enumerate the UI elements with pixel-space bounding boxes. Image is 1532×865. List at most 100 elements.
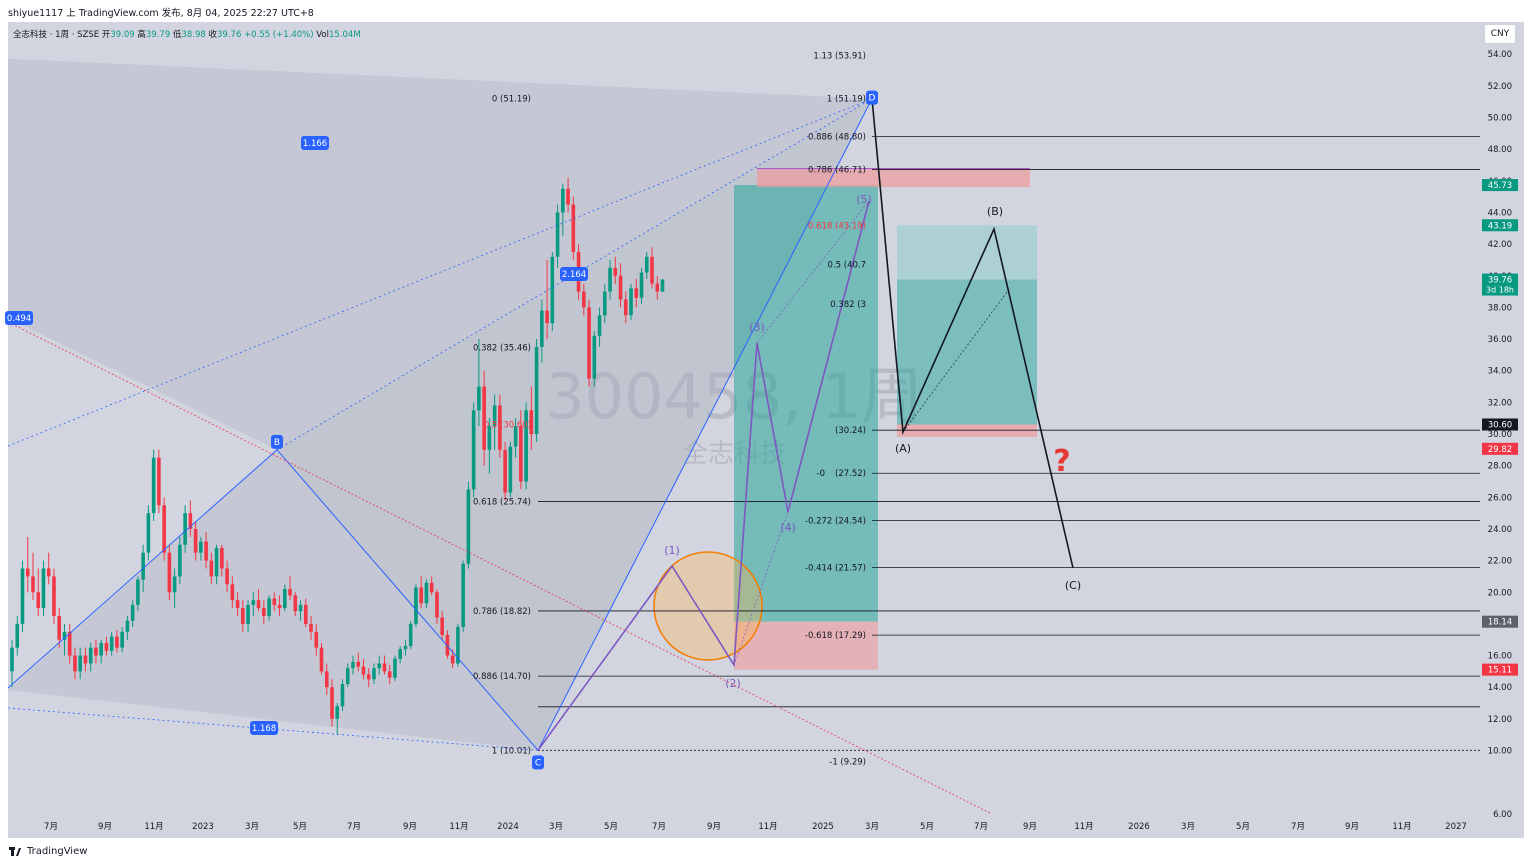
price-axis-badge[interactable] — [1482, 663, 1518, 676]
candle-body[interactable] — [282, 589, 287, 609]
resistance-zone[interactable] — [757, 169, 1030, 188]
candle-body[interactable] — [335, 706, 340, 719]
candle-body[interactable] — [10, 647, 14, 672]
pattern-point-badge-B[interactable] — [271, 434, 283, 449]
tradingview-logo[interactable]: TradingView — [9, 846, 87, 857]
candle-body[interactable] — [440, 617, 444, 635]
candle-body[interactable] — [429, 582, 434, 593]
price-axis-badge[interactable] — [1482, 418, 1518, 431]
candle-body[interactable] — [20, 568, 25, 624]
candle-body[interactable] — [393, 658, 397, 678]
candle-body[interactable] — [660, 279, 665, 292]
candle-body[interactable] — [225, 568, 229, 585]
candle-body[interactable] — [550, 256, 555, 324]
candle-body[interactable] — [31, 576, 35, 593]
candle-body[interactable] — [639, 272, 644, 298]
candle-body[interactable] — [623, 299, 628, 316]
candle-body[interactable] — [324, 671, 329, 688]
candle-body[interactable] — [57, 615, 62, 640]
price-axis-badge[interactable] — [1482, 179, 1518, 192]
candle-body[interactable] — [141, 552, 145, 580]
candle-body[interactable] — [67, 631, 72, 656]
candle-body[interactable] — [445, 634, 450, 656]
candle-body[interactable] — [172, 576, 177, 593]
candle-body[interactable] — [492, 405, 497, 427]
candle-body[interactable] — [167, 552, 172, 593]
harmonic-pattern-legs[interactable] — [7, 98, 873, 752]
candle-body[interactable] — [125, 620, 130, 632]
elliott-wave-path[interactable] — [537, 200, 870, 751]
candle-body[interactable] — [356, 661, 361, 667]
candle-body[interactable] — [99, 642, 103, 656]
candle-body[interactable] — [408, 623, 413, 647]
candle-body[interactable] — [340, 684, 345, 707]
candle-body[interactable] — [366, 674, 371, 680]
candle-body[interactable] — [613, 267, 618, 276]
candle-body[interactable] — [618, 275, 623, 300]
candle-body[interactable] — [267, 598, 271, 616]
candle-body[interactable] — [241, 608, 245, 624]
candle-body[interactable] — [519, 426, 523, 482]
candle-body[interactable] — [351, 661, 355, 669]
candle-body[interactable] — [235, 600, 240, 609]
candle-body[interactable] — [508, 446, 513, 493]
candle-body[interactable] — [529, 410, 534, 434]
price-axis-badge[interactable] — [1482, 442, 1518, 455]
candle-body[interactable] — [597, 315, 602, 336]
candle-body[interactable] — [314, 631, 319, 648]
candle-body[interactable] — [555, 212, 560, 257]
candle-body[interactable] — [272, 598, 277, 605]
candle-body[interactable] — [524, 410, 528, 482]
candle-body[interactable] — [602, 291, 607, 316]
candle-body[interactable] — [288, 589, 292, 596]
candle-body[interactable] — [398, 649, 403, 659]
candle-body[interactable] — [88, 647, 93, 664]
price-axis-badge[interactable] — [1482, 219, 1518, 232]
candle-body[interactable] — [309, 623, 313, 632]
candle-body[interactable] — [298, 604, 303, 612]
currency-button[interactable]: CNY — [1484, 24, 1516, 44]
candle-body[interactable] — [608, 267, 612, 292]
ratio-badge[interactable] — [250, 721, 278, 735]
candle-body[interactable] — [461, 563, 465, 628]
candle-body[interactable] — [540, 310, 544, 347]
candle-body[interactable] — [424, 582, 429, 604]
candle-body[interactable] — [450, 655, 455, 664]
candle-body[interactable] — [73, 655, 77, 672]
candle-body[interactable] — [41, 568, 46, 609]
candle-body[interactable] — [513, 426, 518, 447]
price-axis-badge[interactable] — [1482, 615, 1518, 628]
candle-body[interactable] — [214, 547, 219, 577]
candle-body[interactable] — [303, 604, 308, 624]
candle-body[interactable] — [178, 544, 182, 577]
position-b-stop-zone[interactable] — [897, 424, 1037, 437]
candle-body[interactable] — [209, 560, 214, 577]
candle-body[interactable] — [94, 647, 98, 656]
candle-body[interactable] — [256, 600, 261, 609]
ratio-badge[interactable] — [301, 136, 329, 150]
position-b-target-zone[interactable] — [897, 225, 1037, 280]
candle-body[interactable] — [104, 642, 109, 651]
candle-body[interactable] — [561, 188, 565, 213]
candle-body[interactable] — [277, 604, 282, 609]
candle-body[interactable] — [188, 513, 193, 529]
candle-body[interactable] — [571, 204, 576, 253]
pattern-point-badge-D[interactable] — [866, 90, 878, 105]
candle-body[interactable] — [582, 291, 586, 308]
candle-body[interactable] — [419, 587, 423, 604]
candle-body[interactable] — [83, 655, 88, 664]
candle-body[interactable] — [330, 687, 334, 719]
candle-body[interactable] — [220, 547, 224, 569]
candle-body[interactable] — [36, 592, 41, 609]
long-position-stop-zone[interactable] — [734, 621, 878, 670]
candle-body[interactable] — [644, 256, 649, 273]
candle-body[interactable] — [120, 631, 124, 648]
candle-body[interactable] — [482, 386, 486, 450]
candle-body[interactable] — [372, 668, 376, 680]
candle-body[interactable] — [545, 310, 549, 324]
candle-body[interactable] — [629, 288, 633, 316]
candle-body[interactable] — [634, 288, 639, 298]
candle-body[interactable] — [246, 604, 250, 624]
candle-body[interactable] — [193, 528, 198, 553]
candle-body[interactable] — [109, 636, 114, 651]
